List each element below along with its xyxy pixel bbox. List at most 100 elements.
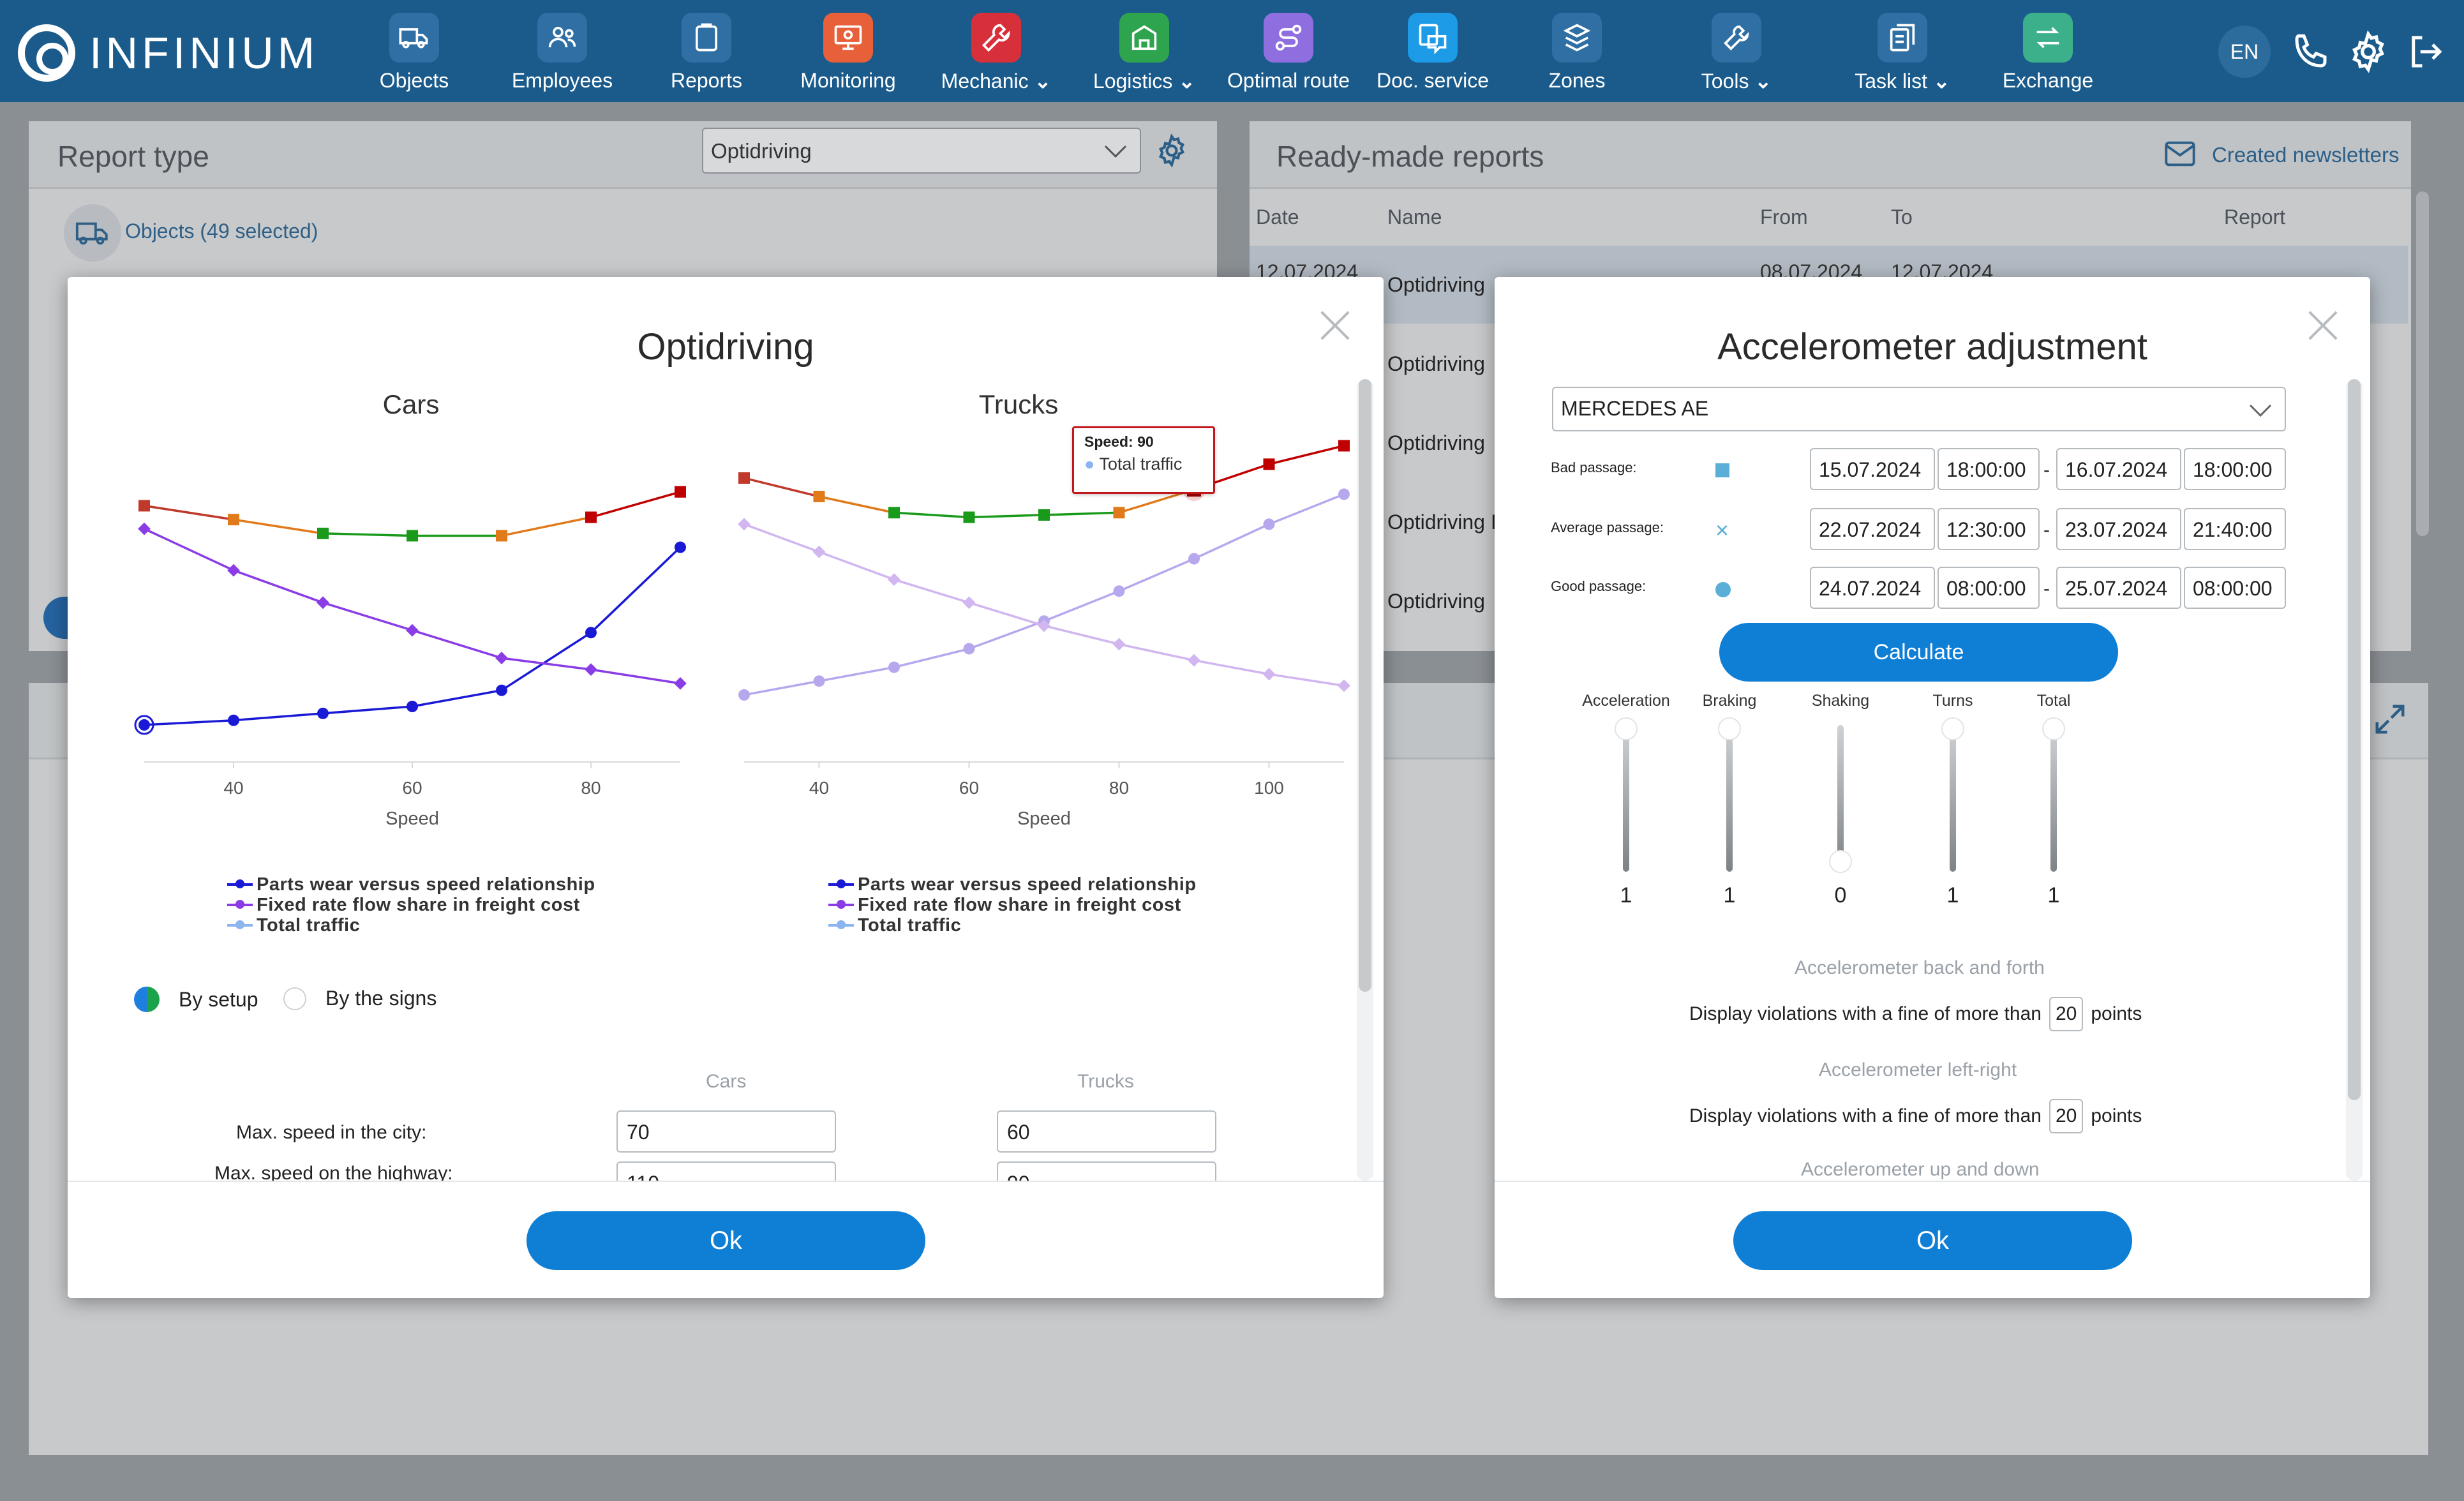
data-point-square [228,514,239,526]
to-time-input[interactable]: 18:00:00 [2184,448,2286,490]
ready-made-reports-title: Ready-made reports [1276,140,1544,173]
mode-by-signs[interactable]: By the signs [283,987,437,1010]
envelope-icon[interactable] [2163,139,2197,168]
slider-track[interactable] [1726,725,1733,872]
to-date-input[interactable]: 23.07.2024 [2056,508,2181,550]
nav-mechanic[interactable]: Mechanic ⌄ [929,9,1063,98]
nav-logistics[interactable]: Logistics ⌄ [1077,9,1211,98]
nav-zones[interactable]: Zones [1510,9,1644,98]
slider-total[interactable]: Total 1 [2015,692,2092,947]
phone-icon[interactable] [2290,31,2332,73]
max-speed-city-cars-input[interactable]: 70 [616,1110,836,1153]
max-speed-city-trucks-input[interactable]: 60 [997,1110,1216,1153]
slider-label: Acceleration [1582,692,1670,710]
col-from[interactable]: From [1760,205,1808,228]
data-point-diamond [138,522,151,535]
legend-item[interactable]: Fixed rate flow share in freight cost [227,895,595,915]
slider-track[interactable] [1837,725,1844,872]
report-type-select[interactable]: Optidriving [702,128,1141,174]
col-to[interactable]: To [1891,205,1913,228]
report-settings-gear-icon[interactable] [1154,133,1190,168]
legend-item[interactable]: Parts wear versus speed relationship [227,874,595,895]
legend-item[interactable]: Parts wear versus speed relationship [828,874,1197,895]
data-point-square [813,491,825,502]
accelerometer-scrollbar[interactable] [2346,379,2363,1181]
nav-employees[interactable]: Employees [495,9,629,98]
objects-selector[interactable] [64,204,121,262]
logout-icon[interactable] [2405,31,2447,73]
to-date-input[interactable]: 25.07.2024 [2056,567,2181,609]
nav-label-text: Objects [379,69,449,92]
tooltip-title: Speed: 90 [1084,433,1154,450]
calculate-button[interactable]: Calculate [1719,623,2118,682]
slider-shaking[interactable]: Shaking 0 [1802,692,1879,947]
scroll-thumb[interactable] [2348,379,2361,1100]
from-date-input[interactable]: 24.07.2024 [1810,567,1935,609]
slider-knob[interactable] [1829,850,1852,873]
slider-track[interactable] [1950,725,1956,872]
slider-label: Braking [1702,692,1757,710]
scroll-thumb[interactable] [1359,379,1371,992]
slider-track[interactable] [2050,725,2057,872]
nav-reports[interactable]: Reports [639,9,773,98]
fine-back-forth-input[interactable]: 20 [2049,997,2084,1031]
close-icon[interactable] [1316,306,1354,345]
col-report[interactable]: Report [2224,205,2286,228]
close-icon[interactable] [2304,306,2342,345]
row-name[interactable]: Optidriving [1387,352,1485,375]
legend-item[interactable]: Total traffic [227,915,595,936]
row-name[interactable]: Optidriving [1387,273,1485,296]
language-switch[interactable]: EN [2218,26,2271,78]
row-name[interactable]: Optidriving [1387,431,1485,454]
series-line-segment [1119,643,1195,662]
nav-label: Doc. service [1366,69,1500,93]
cross-marker-icon: × [1715,517,1729,543]
slider-knob[interactable] [1941,717,1964,740]
nav-monitoring[interactable]: Monitoring [781,9,915,98]
series-line-segment [969,514,1045,519]
max-speed-highway-trucks-input[interactable]: 90 [997,1161,1216,1181]
settings-gear-icon[interactable] [2346,29,2391,74]
slider-acceleration[interactable]: Acceleration 1 [1582,692,1670,947]
nav-task-list[interactable]: Task list ⌄ [1835,9,1969,98]
slider-turns[interactable]: Turns 1 [1915,692,1991,947]
from-date-input[interactable]: 22.07.2024 [1810,508,1935,550]
slider-knob[interactable] [2042,717,2065,740]
from-time-input[interactable]: 08:00:00 [1938,567,2040,609]
row-name[interactable]: Optidriving [1387,590,1485,613]
slider-track[interactable] [1623,725,1629,872]
slider-knob[interactable] [1615,717,1638,740]
slider-knob[interactable] [1718,717,1741,740]
legend-item[interactable]: Total traffic [828,915,1197,936]
to-time-input[interactable]: 21:40:00 [2184,508,2286,550]
nav-exchange[interactable]: Exchange [1981,9,2115,98]
col-name[interactable]: Name [1387,205,1442,228]
nav-tools[interactable]: Tools ⌄ [1669,9,1803,98]
nav-doc-service[interactable]: Doc. service [1366,9,1500,98]
objects-selected-label[interactable]: Objects (49 selected) [125,220,318,243]
expand-icon[interactable] [2373,702,2407,736]
nav-objects[interactable]: Objects [347,9,481,98]
nav-optimal-route[interactable]: Optimal route [1221,9,1355,98]
col-date[interactable]: Date [1256,205,1299,228]
mode-by-setup[interactable]: By setup [134,987,258,1012]
from-time-input[interactable]: 12:30:00 [1938,508,2040,550]
slider-braking[interactable]: Braking 1 [1691,692,1768,947]
from-time-input[interactable]: 18:00:00 [1938,448,2040,490]
to-date-input[interactable]: 16.07.2024 [2056,448,2181,490]
legend-item[interactable]: Fixed rate flow share in freight cost [828,895,1197,915]
from-date-input[interactable]: 15.07.2024 [1810,448,1935,490]
to-time-input[interactable]: 08:00:00 [2184,567,2286,609]
x-tick-label: 40 [809,778,829,798]
optidriving-ok-button[interactable]: Ok [526,1211,925,1270]
optidriving-scrollbar[interactable] [1357,379,1373,1181]
row-name[interactable]: Optidriving I [1387,511,1497,534]
max-speed-highway-cars-input[interactable]: 110 [616,1161,836,1181]
accelerometer-ok-button[interactable]: Ok [1733,1211,2132,1270]
fine-left-right-input[interactable]: 20 [2049,1099,2084,1133]
created-newsletters-link[interactable]: Created newsletters [2212,143,2400,167]
app-logo[interactable]: INFINIUM [18,24,318,82]
vehicle-select[interactable]: MERCEDES AE [1552,387,2286,431]
data-point-square [1113,507,1125,519]
reports-scrollbar[interactable] [2416,191,2429,536]
